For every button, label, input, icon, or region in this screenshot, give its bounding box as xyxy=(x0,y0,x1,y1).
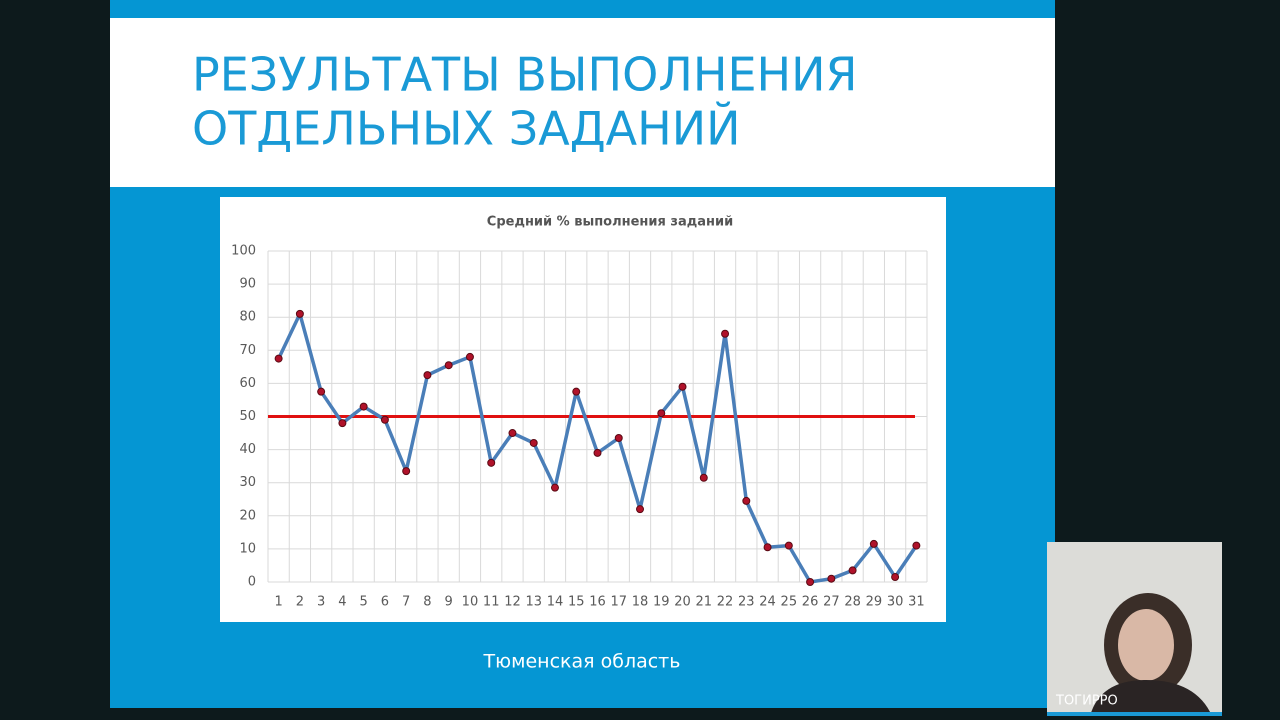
x-tick-label: 8 xyxy=(423,595,431,610)
slide-title: РЕЗУЛЬТАТЫ ВЫПОЛНЕНИЯ xyxy=(192,48,858,102)
webcam-body xyxy=(1090,680,1212,716)
x-tick-label: 16 xyxy=(589,595,606,610)
data-point xyxy=(423,371,432,380)
x-tick-label: 31 xyxy=(908,595,925,610)
x-tick-label: 15 xyxy=(568,595,585,610)
x-tick-label: 21 xyxy=(696,595,713,610)
x-tick-label: 19 xyxy=(653,595,670,610)
x-tick-label: 29 xyxy=(866,595,883,610)
x-tick-label: 12 xyxy=(504,595,521,610)
x-tick-label: 9 xyxy=(445,595,453,610)
y-tick-label: 40 xyxy=(239,442,256,457)
x-tick-label: 17 xyxy=(610,595,627,610)
data-point xyxy=(550,483,559,492)
data-point xyxy=(338,419,347,428)
webcam-face xyxy=(1118,609,1174,681)
x-tick-label: 2 xyxy=(296,595,304,610)
data-point xyxy=(763,543,772,552)
webcam-bar xyxy=(1047,712,1222,716)
x-tick-label: 1 xyxy=(274,595,282,610)
y-tick-label: 80 xyxy=(239,310,256,325)
x-tick-label: 4 xyxy=(338,595,346,610)
y-tick-label: 20 xyxy=(239,508,256,523)
data-point xyxy=(444,361,453,370)
data-point xyxy=(529,438,538,447)
y-tick-label: 90 xyxy=(239,277,256,292)
data-point xyxy=(806,578,815,586)
data-point xyxy=(912,541,921,550)
x-tick-label: 10 xyxy=(462,595,479,610)
x-tick-label: 3 xyxy=(317,595,325,610)
data-point xyxy=(721,329,730,338)
x-tick-label: 6 xyxy=(381,595,389,610)
data-point xyxy=(295,309,304,318)
data-point xyxy=(359,402,368,411)
x-tick-label: 18 xyxy=(632,595,649,610)
x-tick-label: 14 xyxy=(547,595,564,610)
data-point xyxy=(614,434,623,443)
webcam-label: ТОГИРРО xyxy=(1055,694,1118,709)
x-tick-label: 24 xyxy=(759,595,776,610)
data-point xyxy=(848,566,857,575)
slide-caption: Тюменская область xyxy=(483,651,681,673)
x-tick-label: 13 xyxy=(525,595,542,610)
x-tick-label: 30 xyxy=(887,595,904,610)
data-point xyxy=(636,505,645,514)
data-point xyxy=(380,415,389,424)
x-tick-label: 22 xyxy=(717,595,734,610)
x-tick-label: 7 xyxy=(402,595,410,610)
x-tick-label: 27 xyxy=(823,595,840,610)
data-point xyxy=(678,382,687,391)
x-tick-label: 11 xyxy=(483,595,500,610)
x-tick-label: 23 xyxy=(738,595,755,610)
data-point xyxy=(465,352,474,361)
data-point xyxy=(657,409,666,418)
data-point xyxy=(742,496,751,505)
y-tick-label: 0 xyxy=(248,575,256,590)
data-point xyxy=(487,458,496,467)
x-tick-label: 5 xyxy=(360,595,368,610)
data-point xyxy=(274,354,283,363)
data-point xyxy=(508,429,517,438)
data-point xyxy=(572,387,581,396)
y-tick-label: 50 xyxy=(239,409,256,424)
x-tick-label: 20 xyxy=(674,595,691,610)
data-point xyxy=(699,473,708,482)
slide-header xyxy=(110,18,1055,187)
slide-title: ОТДЕЛЬНЫХ ЗАДАНИЙ xyxy=(192,102,741,156)
data-point xyxy=(402,467,411,476)
data-point xyxy=(891,573,900,582)
y-tick-label: 10 xyxy=(239,541,256,556)
data-point xyxy=(317,387,326,396)
x-tick-label: 25 xyxy=(781,595,798,610)
data-point xyxy=(784,541,793,550)
y-tick-label: 60 xyxy=(239,376,256,391)
y-tick-label: 30 xyxy=(239,475,256,490)
y-tick-label: 100 xyxy=(231,244,256,259)
data-point xyxy=(827,574,836,583)
y-tick-label: 70 xyxy=(239,343,256,358)
chart-title: Средний % выполнения заданий xyxy=(487,215,733,230)
x-tick-label: 28 xyxy=(844,595,861,610)
data-point xyxy=(869,539,878,548)
x-tick-label: 26 xyxy=(802,595,819,610)
data-point xyxy=(593,448,602,457)
